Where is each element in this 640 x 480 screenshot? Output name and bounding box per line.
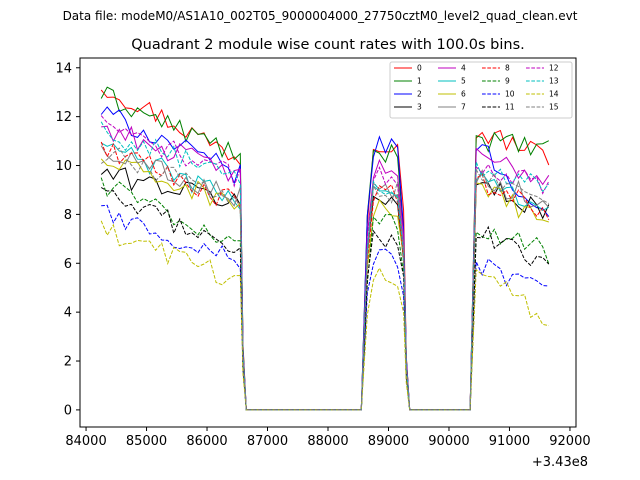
plot-frame bbox=[79, 57, 577, 428]
legend-label-1: 1 bbox=[417, 77, 422, 86]
legend-label-7: 7 bbox=[461, 103, 466, 112]
series-line-15 bbox=[100, 147, 550, 411]
legend-label-9: 9 bbox=[505, 77, 510, 86]
x-tick-label: 88000 bbox=[307, 434, 348, 449]
plot-lines bbox=[100, 86, 550, 411]
figure-suptitle: Data file: modeM0/AS1A10_002T05_90000040… bbox=[63, 9, 578, 23]
legend-label-3: 3 bbox=[417, 103, 422, 112]
y-tick-label: 6 bbox=[64, 257, 72, 272]
axis-ticks: 84000 85000 86000 87000 88000 89000 90000 91000… bbox=[55, 61, 590, 449]
legend-label-15: 15 bbox=[549, 103, 559, 112]
y-tick-label: 2 bbox=[64, 355, 72, 370]
y-tick-label: 14 bbox=[55, 61, 72, 76]
legend-label-10: 10 bbox=[505, 90, 515, 99]
x-tick-label: 87000 bbox=[247, 434, 288, 449]
y-tick-label: 12 bbox=[55, 110, 72, 125]
legend-label-2: 2 bbox=[417, 90, 422, 99]
x-tick-label: 92000 bbox=[549, 434, 590, 449]
legend-label-14: 14 bbox=[549, 90, 559, 99]
legend-label-11: 11 bbox=[505, 103, 515, 112]
x-tick-label: 89000 bbox=[368, 434, 409, 449]
legend-label-5: 5 bbox=[461, 77, 466, 86]
legend-label-6: 6 bbox=[461, 90, 466, 99]
x-tick-label: 91000 bbox=[489, 434, 530, 449]
legend-label-13: 13 bbox=[549, 77, 559, 86]
legend-label-8: 8 bbox=[505, 64, 510, 73]
y-tick-label: 8 bbox=[64, 208, 72, 223]
series-line-14 bbox=[100, 220, 549, 411]
y-tick-label: 10 bbox=[55, 159, 72, 174]
chart-title: Quadrant 2 module wise count rates with … bbox=[131, 37, 525, 53]
x-tick-label: 86000 bbox=[186, 434, 227, 449]
x-tick-label: 85000 bbox=[126, 434, 167, 449]
series-line-8 bbox=[100, 141, 550, 411]
legend-label-12: 12 bbox=[549, 64, 559, 73]
x-offset-label: +3.43e8 bbox=[532, 455, 588, 470]
y-tick-label: 4 bbox=[64, 306, 72, 321]
legend-label-0: 0 bbox=[417, 64, 422, 73]
x-tick-label: 90000 bbox=[428, 434, 469, 449]
legend-box bbox=[389, 61, 573, 119]
y-tick-label: 0 bbox=[64, 403, 72, 418]
legend-label-4: 4 bbox=[461, 64, 466, 73]
x-tick-label: 84000 bbox=[65, 434, 106, 449]
